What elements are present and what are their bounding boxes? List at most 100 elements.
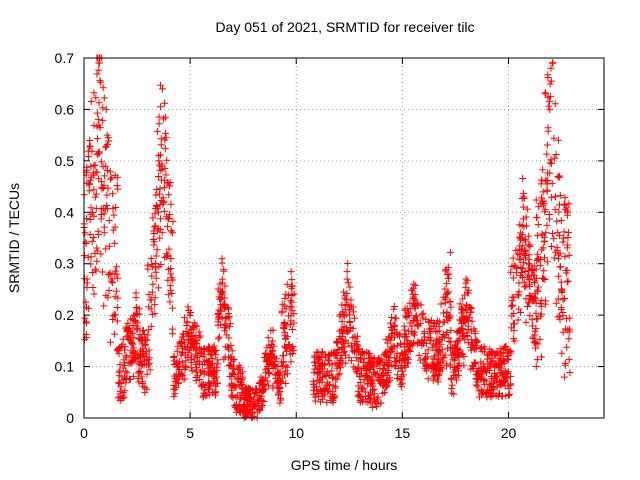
y-tick-label: 0.3 <box>55 256 75 272</box>
data-point <box>369 368 377 376</box>
data-point <box>94 135 102 143</box>
data-point <box>556 312 564 320</box>
data-point <box>344 279 352 287</box>
data-point <box>417 301 425 309</box>
data-point <box>518 195 526 203</box>
data-point <box>123 369 131 377</box>
data-point <box>532 339 540 347</box>
data-point <box>121 387 129 395</box>
data-point <box>460 361 468 369</box>
data-point <box>184 349 192 357</box>
data-point <box>563 266 571 274</box>
data-point <box>537 302 545 310</box>
data-point <box>289 350 297 358</box>
data-point <box>523 205 531 213</box>
data-point <box>207 350 215 358</box>
data-point <box>173 347 181 355</box>
data-point <box>338 330 346 338</box>
data-point <box>506 380 514 388</box>
data-point <box>170 392 178 400</box>
data-point <box>281 302 289 310</box>
data-point <box>414 321 422 329</box>
data-point <box>111 330 119 338</box>
data-point <box>547 64 555 72</box>
data-point <box>120 394 128 402</box>
data-point <box>125 375 133 383</box>
data-point <box>530 296 538 304</box>
data-point <box>540 267 548 275</box>
data-point <box>332 384 340 392</box>
data-point <box>510 293 518 301</box>
data-point <box>215 293 223 301</box>
data-point <box>281 294 289 302</box>
data-point <box>396 376 404 384</box>
data-point <box>545 215 553 223</box>
data-point <box>420 333 428 341</box>
data-point <box>266 344 274 352</box>
data-point <box>467 308 475 316</box>
data-point <box>526 241 534 249</box>
data-point <box>238 381 246 389</box>
data-point <box>187 352 195 360</box>
data-point <box>563 244 571 252</box>
data-point <box>121 343 129 351</box>
data-point <box>443 271 451 279</box>
data-point <box>429 376 437 384</box>
data-point <box>538 231 546 239</box>
data-point <box>343 275 351 283</box>
data-point <box>281 342 289 350</box>
data-point <box>404 308 412 316</box>
data-point <box>455 359 463 367</box>
data-point <box>511 262 519 270</box>
data-point <box>164 223 172 231</box>
data-point <box>525 232 533 240</box>
data-point <box>514 316 522 324</box>
data-point <box>153 127 161 135</box>
data-point <box>205 385 213 393</box>
data-point <box>90 186 98 194</box>
data-point <box>160 207 168 215</box>
data-point <box>377 372 385 380</box>
data-point <box>227 392 235 400</box>
data-point <box>561 359 569 367</box>
data-point <box>441 267 449 275</box>
data-point <box>560 234 568 242</box>
data-point <box>171 372 179 380</box>
data-point <box>154 284 162 292</box>
data-point <box>472 381 480 389</box>
data-point <box>319 373 327 381</box>
data-point <box>553 217 561 225</box>
data-point <box>382 383 390 391</box>
data-point <box>95 175 103 183</box>
data-point <box>274 391 282 399</box>
data-point <box>548 179 556 187</box>
data-point <box>123 333 131 341</box>
data-point <box>169 229 177 237</box>
data-point <box>214 335 222 343</box>
data-point <box>279 300 287 308</box>
data-point <box>247 413 255 421</box>
data-point <box>247 409 255 417</box>
data-point <box>390 362 398 370</box>
data-point <box>283 280 291 288</box>
data-point <box>430 354 438 362</box>
data-point <box>546 97 554 105</box>
data-point <box>543 180 551 188</box>
data-point <box>151 310 159 318</box>
data-point <box>368 380 376 388</box>
data-point <box>193 322 201 330</box>
data-point <box>372 403 380 411</box>
data-point <box>322 384 330 392</box>
data-point <box>398 379 406 387</box>
data-point <box>450 390 458 398</box>
data-point <box>438 357 446 365</box>
data-point <box>547 77 555 85</box>
data-point <box>214 360 222 368</box>
data-point <box>351 314 359 322</box>
data-point <box>144 265 152 273</box>
data-point <box>151 210 159 218</box>
data-point <box>437 340 445 348</box>
data-point <box>261 349 269 357</box>
data-point <box>556 232 564 240</box>
data-point <box>111 171 119 179</box>
